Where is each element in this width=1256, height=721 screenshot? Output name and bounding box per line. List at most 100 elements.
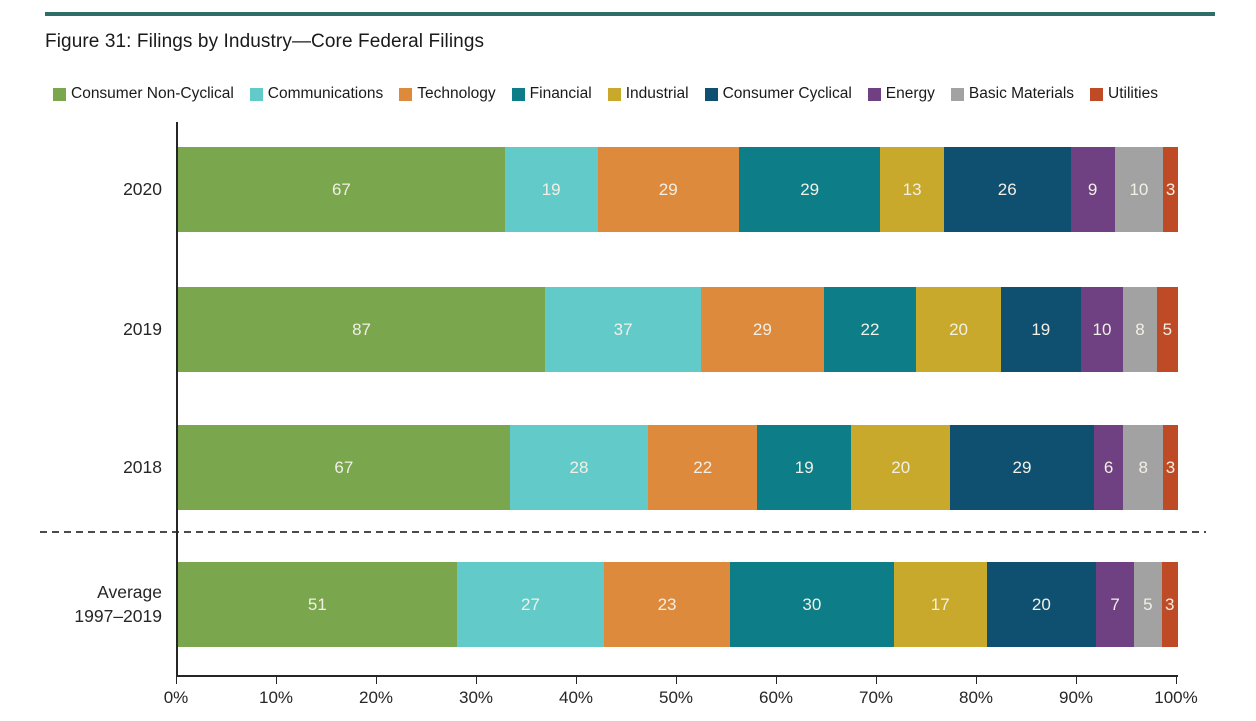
legend-swatch-icon [249,87,263,101]
bar-segment-consumer-cyclical: 19 [1000,287,1081,372]
bar-segment-energy: 9 [1070,147,1115,232]
x-axis-tick-mark [376,677,377,684]
x-axis-tick-mark [276,677,277,684]
x-axis-tick-mark [776,677,777,684]
bar-segment-consumer-cyclical: 20 [986,562,1096,647]
segment-value-label: 20 [949,319,968,339]
x-axis-tick-mark [176,677,177,684]
bar-segment-industrial: 20 [916,287,1001,372]
segment-value-label: 7 [1110,594,1120,614]
legend-swatch-icon [53,87,66,101]
bar-segment-financial: 30 [729,562,894,647]
segment-value-label: 10 [1092,319,1112,339]
y-axis-line [176,122,178,676]
legend-swatch-icon [950,87,964,101]
bar-segment-industrial: 20 [851,425,951,510]
x-axis-tick-label: 20% [358,688,394,707]
bar-segment-utilities: 3 [1163,147,1178,232]
accent-rule [45,12,1215,16]
segment-value-label: 19 [794,457,814,477]
bar-segment-basic-materials: 8 [1123,287,1157,372]
legend-item-technology: Technology [399,85,496,103]
legend-swatch-icon [1090,87,1104,101]
bar-segment-communications: 28 [509,425,649,510]
segment-value-label: 9 [1087,179,1098,199]
bar-segment-technology: 29 [597,147,739,232]
bar-segment-utilities: 5 [1156,287,1178,372]
segment-value-label: 3 [1165,457,1176,477]
segment-value-label: 27 [520,594,540,614]
segment-value-label: 30 [802,594,822,614]
bar-segment-consumer-non-cyclical: 51 [178,562,457,647]
bar-segment-utilities: 3 [1161,562,1178,647]
legend-label: Consumer Cyclical [722,85,852,102]
segment-value-label: 13 [902,179,922,199]
legend-label: Industrial [625,85,689,102]
segment-value-label: 8 [1138,457,1149,477]
segment-value-label: 5 [1162,319,1173,339]
bar-segment-industrial: 17 [893,562,987,647]
segment-value-label: 10 [1129,179,1149,199]
legend-swatch-icon [704,87,718,101]
legend-swatch-icon [607,87,621,101]
x-axis-tick-label: 90% [1058,688,1094,707]
legend-swatch-icon [511,87,525,101]
legend-item-financial: Financial [511,85,592,103]
bar-segment-basic-materials: 10 [1114,147,1164,232]
segment-value-label: 19 [541,179,561,199]
legend-label: Communications [267,85,384,102]
x-axis-tick-label: 10% [258,688,294,707]
x-axis-tick-label: 60% [758,688,794,707]
bar-segment-energy: 10 [1080,287,1124,372]
x-axis-tick-mark [576,677,577,684]
figure-title: Figure 31: Filings by Industry—Core Fede… [45,31,485,52]
segment-value-label: 29 [658,179,678,199]
segment-value-label: 8 [1135,319,1145,339]
segment-value-label: 87 [352,319,371,339]
bar-segment-energy: 6 [1093,425,1124,510]
legend-label: Financial [529,85,592,102]
segment-value-label: 17 [930,594,950,614]
segment-value-label: 29 [1012,457,1032,477]
bar-segment-basic-materials: 5 [1134,562,1162,647]
x-axis-tick-mark [976,677,977,684]
bar-segment-financial: 29 [738,147,881,232]
bar-segment-technology: 29 [701,287,824,372]
segment-value-label: 29 [752,319,772,339]
x-axis-line [176,675,1178,677]
bar-segment-energy: 7 [1095,562,1135,647]
segment-value-label: 26 [997,179,1017,199]
segment-value-label: 67 [334,457,354,477]
segment-value-label: 5 [1143,594,1153,614]
segment-value-label: 28 [569,457,589,477]
legend-item-energy: Energy [867,85,935,103]
x-axis-tick-mark [876,677,877,684]
segment-value-label: 3 [1165,594,1175,614]
legend-label: Technology [417,85,496,102]
legend-item-industrial: Industrial [607,85,689,103]
segment-value-label: 23 [657,594,677,614]
bar-row-2019: 87 37 29 22 20 19 10 8 5 [178,287,1178,372]
segment-value-label: 37 [613,319,633,339]
x-axis-tick-label: 50% [658,688,694,707]
bar-segment-consumer-non-cyclical: 67 [178,425,510,510]
bar-segment-communications: 27 [456,562,605,647]
bar-segment-financial: 19 [757,425,852,510]
legend-swatch-icon [399,87,413,101]
bar-row-average-1997-2019: 51 27 23 30 17 20 7 5 3 [178,562,1178,647]
segment-value-label: 20 [1031,594,1051,614]
legend-label: Consumer Non-Cyclical [71,85,234,102]
legend-label: Utilities [1108,85,1158,102]
x-axis-tick-label: 70% [858,688,894,707]
x-axis-tick-mark [476,677,477,684]
bar-segment-technology: 23 [604,562,730,647]
bar-row-2020: 67 19 29 29 13 26 9 10 3 [178,147,1178,232]
segment-value-label: 22 [693,457,713,477]
bar-segment-consumer-cyclical: 26 [943,147,1071,232]
x-axis-tick-label: 0% [163,688,189,707]
bar-segment-communications: 19 [504,147,598,232]
legend-item-utilities: Utilities [1090,85,1158,103]
legend-item-communications: Communications [249,85,384,103]
x-axis-tick-label: 40% [558,688,594,707]
category-label-average-1997-2019: Average 1997–2019 [74,581,162,626]
